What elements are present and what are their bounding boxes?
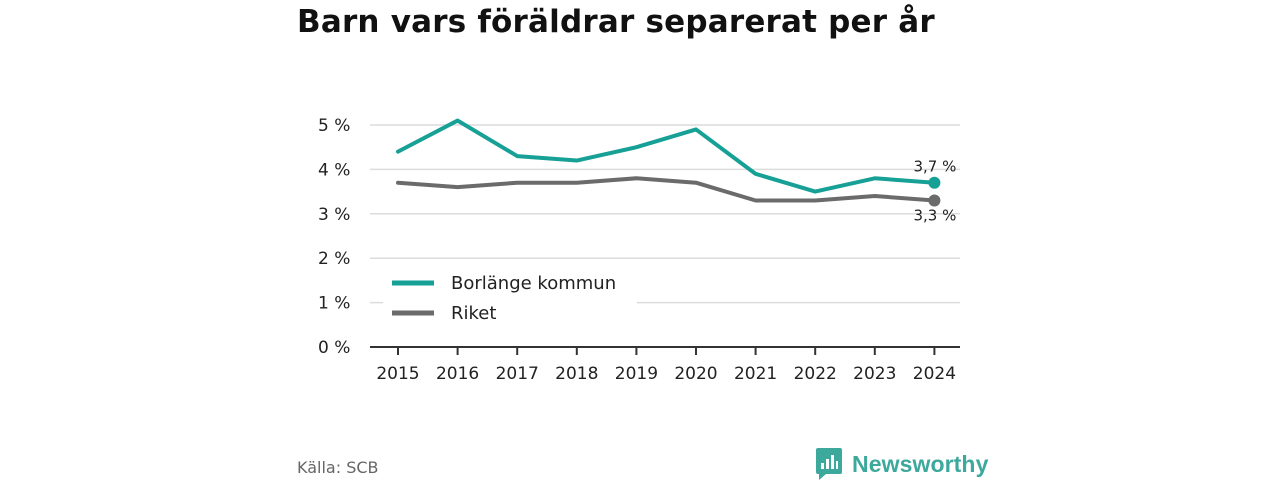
y-tick-label: 4 % — [318, 160, 350, 180]
chart-title: Barn vars föräldrar separerat per år — [297, 4, 935, 40]
x-tick-label: 2024 — [913, 364, 956, 384]
y-tick-label: 2 % — [318, 249, 350, 269]
legend-label: Riket — [451, 303, 496, 324]
newsworthy-logo-icon — [816, 448, 842, 480]
end-value-label: 3,7 % — [914, 158, 957, 176]
series-line-borlange — [396, 118, 937, 194]
y-tick-label: 0 % — [318, 338, 350, 358]
x-tick-label: 2019 — [615, 364, 658, 384]
brand-logo[interactable]: Newsworthy — [816, 448, 988, 480]
legend-label: Borlänge kommun — [451, 273, 616, 294]
y-tick-label: 1 % — [318, 294, 350, 314]
x-tick-label: 2017 — [496, 364, 539, 384]
x-tick-label: 2022 — [794, 364, 837, 384]
series-end-point — [928, 176, 941, 189]
legend-background — [383, 266, 637, 332]
series-line-riket — [396, 176, 937, 203]
x-tick-label: 2016 — [436, 364, 479, 384]
x-tick-label: 2015 — [376, 364, 419, 384]
x-tick-label: 2020 — [674, 364, 717, 384]
x-tick-label: 2018 — [555, 364, 598, 384]
end-value-label: 3,3 % — [914, 206, 957, 224]
y-tick-label: 3 % — [318, 205, 350, 225]
y-tick-label: 5 % — [318, 116, 350, 136]
source-note: Källa: SCB — [297, 458, 379, 477]
series-end-point — [928, 194, 941, 207]
x-tick-label: 2023 — [853, 364, 896, 384]
x-tick-label: 2021 — [734, 364, 777, 384]
brand-name: Newsworthy — [852, 450, 989, 477]
